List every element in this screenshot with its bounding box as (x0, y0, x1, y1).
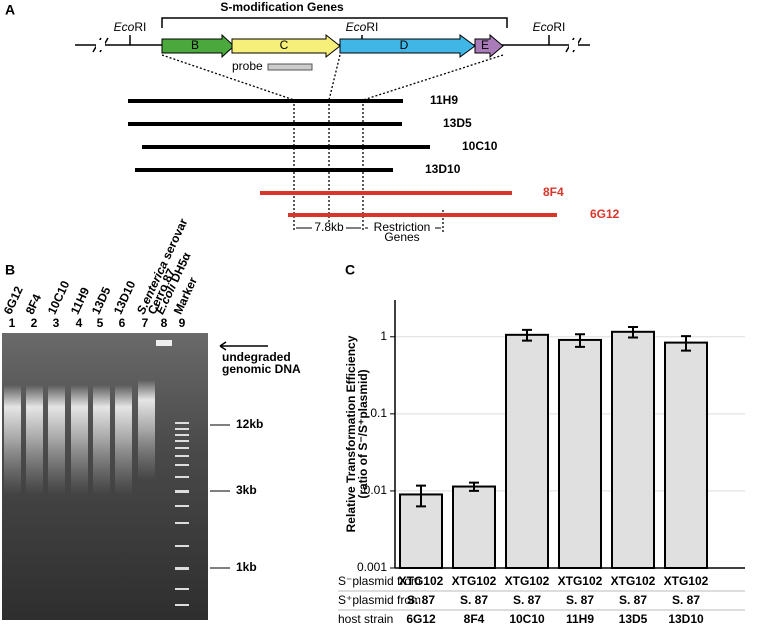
y-axis-sublabel: (ratio of S⁻/S⁺plasmid) (356, 369, 370, 498)
probe (267, 63, 313, 71)
bar (505, 333, 549, 569)
clone-label: 11H9 (430, 93, 458, 107)
annotation: genomic DNA (222, 362, 301, 376)
error-bar (575, 333, 585, 348)
x-tick-label: 11H9 (566, 612, 594, 624)
lane-number: 7 (142, 316, 149, 330)
lane-label: 11H9 (68, 285, 93, 317)
ecori-label: EcoRI (346, 20, 379, 34)
panel-label: C (345, 262, 355, 278)
bar (558, 338, 602, 569)
lane-label: 8F4 (23, 292, 45, 317)
clones (128, 99, 557, 217)
lane-number: 4 (76, 316, 83, 330)
gene-cluster-title: S-modification Genes (220, 0, 344, 14)
marker-ladder (175, 422, 189, 606)
clone-label: 6G12 (590, 207, 620, 221)
lane-number: 2 (31, 316, 38, 330)
restriction-label: Restriction (374, 220, 431, 234)
x-tick-label: 10C10 (509, 612, 545, 624)
row-label: S⁺plasmid from (338, 593, 421, 607)
gene-arrow (161, 33, 235, 59)
lane-number: 1 (9, 316, 16, 330)
table-cell: S. 87 (513, 593, 541, 607)
error-bar (416, 484, 426, 508)
error-bar (628, 325, 638, 339)
gene-arrow (339, 34, 476, 58)
break-gap (96, 40, 105, 50)
table-cell: S. 87 (460, 593, 488, 607)
table-cell: XTG102 (399, 574, 444, 588)
x-tick-label: 13D10 (668, 612, 704, 624)
gene-label: E (481, 38, 489, 52)
lane-number: 3 (53, 316, 60, 330)
table-cell: XTG102 (664, 574, 709, 588)
table-cell: S. 87 (407, 593, 435, 607)
clone-label: 8F4 (543, 185, 564, 199)
gene-label: D (400, 38, 409, 52)
restriction-label: Genes (384, 230, 419, 244)
table-cell: XTG102 (558, 574, 603, 588)
lane-label-part: 8F4 (23, 292, 45, 317)
table-cell: XTG102 (452, 574, 497, 588)
y-axis-label: Relative Transformation Efficiency (344, 335, 358, 532)
y-tick-label: 0.01 (364, 483, 388, 497)
gene-arrow (231, 33, 341, 59)
ecori-label: EcoRI (533, 20, 566, 34)
gene-arrow (474, 33, 504, 59)
clone-label: 13D10 (425, 162, 461, 176)
x-tick-label: 6G12 (406, 612, 436, 624)
clone-label: 10C10 (462, 139, 498, 153)
size-label: 1kb (236, 560, 257, 574)
table-cell: XTG102 (611, 574, 656, 588)
panel-label: A (5, 2, 15, 18)
bar (664, 341, 708, 570)
bracket (161, 17, 508, 28)
dna-smears (4, 380, 155, 495)
size-label: 12kb (236, 417, 263, 431)
distance-label: 7.8kb (314, 220, 344, 234)
x-tick-label: 8F4 (464, 612, 485, 624)
gene-label: B (191, 38, 199, 52)
panel-label: B (5, 262, 15, 278)
annotation-arrow (219, 341, 268, 351)
y-tick-label: 0.1 (370, 406, 387, 420)
lane-number: 6 (119, 316, 126, 330)
bar (452, 485, 496, 569)
lane-label: 13D5 (89, 284, 114, 316)
annotation: undegraded (222, 350, 291, 364)
table-cell: S. 87 (566, 593, 594, 607)
gene-label: C (280, 38, 289, 52)
lane-label-part: 13D5 (89, 284, 114, 316)
size-label: 3kb (236, 483, 257, 497)
lane-label-part: 6G12 (1, 284, 26, 317)
x-tick-label: 13D5 (619, 612, 648, 624)
lane-number: 5 (97, 316, 104, 330)
size-ticks (210, 424, 230, 569)
error-bar (522, 328, 532, 342)
table-cell: S. 87 (672, 593, 700, 607)
table-cell: XTG102 (505, 574, 550, 588)
lane-number: 9 (179, 316, 186, 330)
probe-label: probe (232, 59, 263, 73)
error-bar (469, 481, 479, 492)
y-tick-label: 1 (380, 329, 387, 343)
lane-label-part: 11H9 (68, 285, 93, 317)
y-tick-label: 0.001 (357, 560, 387, 574)
lane-number: 8 (161, 316, 168, 330)
break-gap (569, 40, 578, 50)
bar (611, 330, 655, 569)
row-label: host strain (338, 612, 393, 624)
row-label: S⁻plasmid from (338, 574, 421, 588)
ecori-label: EcoRI (114, 20, 147, 34)
dotted-lines (161, 54, 504, 232)
lane-label: 6G12 (1, 284, 26, 317)
genomic-band (156, 340, 172, 346)
clone-label: 13D5 (443, 116, 472, 130)
error-bar (681, 335, 691, 352)
table-cell: S. 87 (619, 593, 647, 607)
